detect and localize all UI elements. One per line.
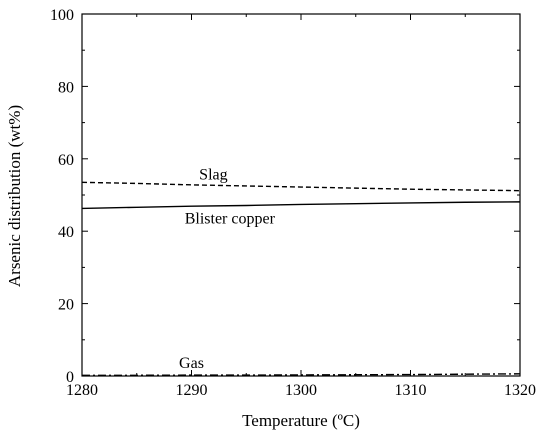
series-line-slag xyxy=(81,181,521,192)
x-tick-label: 1320 xyxy=(504,382,536,399)
x-tick-label: 1300 xyxy=(285,382,317,399)
y-tick-label: 100 xyxy=(50,7,74,24)
y-tick-label: 20 xyxy=(58,297,74,314)
x-tick-label: 1290 xyxy=(176,382,208,399)
x-tick-label: 1280 xyxy=(66,382,98,399)
plot-frame xyxy=(81,13,521,377)
series-line-blister-copper xyxy=(81,201,521,210)
x-tick-label: 1310 xyxy=(395,382,427,399)
y-tick-label: 0 xyxy=(66,369,74,386)
y-tick-label: 40 xyxy=(58,224,74,241)
series-label-gas: Gas xyxy=(179,355,204,372)
series-label-blister-copper: Blister copper xyxy=(185,211,276,228)
y-axis-label: Arsenic distribution (wt%) xyxy=(5,105,24,287)
y-tick-label: 60 xyxy=(58,152,74,169)
series-line-gas xyxy=(82,373,521,376)
y-tick-label: 80 xyxy=(58,79,74,96)
series-label-slag: Slag xyxy=(199,166,227,183)
x-axis-label: Temperature (ºC) xyxy=(242,411,360,430)
